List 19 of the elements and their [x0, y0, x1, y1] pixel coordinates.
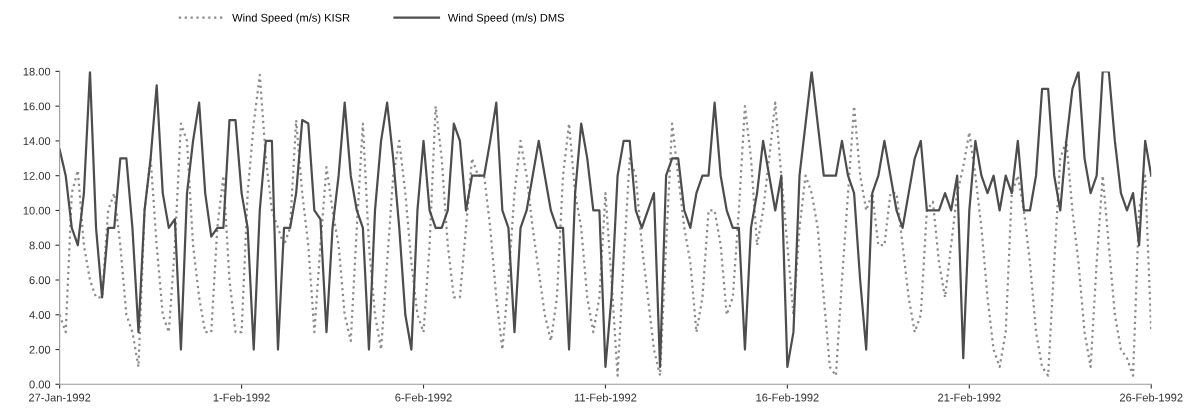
y-tick-label: 6.00 [29, 276, 51, 285]
legend-label: Wind Speed (m/s) DMS [447, 13, 565, 24]
x-tick-label: 1-Feb-1992 [213, 393, 270, 402]
y-tick-label: 10.00 [23, 206, 51, 215]
y-tick-label: 0.00 [29, 380, 51, 389]
y-tick-label: 2.00 [29, 345, 51, 354]
x-tick-label: 26-Feb-1992 [1120, 393, 1183, 402]
y-tick-label: 16.00 [23, 102, 51, 111]
y-tick-label: 12.00 [23, 171, 51, 180]
x-tick-label: 16-Feb-1992 [756, 393, 819, 402]
x-tick-label: 21-Feb-1992 [938, 393, 1001, 402]
y-tick-label: 8.00 [29, 241, 51, 250]
y-tick-label: 18.00 [23, 67, 51, 76]
y-tick-label: 14.00 [23, 137, 51, 146]
y-tick-label: 4.00 [29, 311, 51, 319]
x-tick-label: 27-Jan-1992 [29, 393, 91, 402]
x-tick-label: 11-Feb-1992 [574, 393, 637, 402]
legend-label: Wind Speed (m/s) KISR [232, 13, 350, 24]
x-tick-label: 6-Feb-1992 [395, 393, 452, 402]
